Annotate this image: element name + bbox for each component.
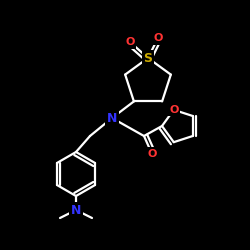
Text: S: S [144,52,152,64]
Text: O: O [153,33,163,43]
Text: O: O [147,149,157,159]
Text: O: O [125,37,135,47]
Text: N: N [71,204,81,216]
Text: O: O [169,105,178,115]
Text: N: N [107,112,117,124]
